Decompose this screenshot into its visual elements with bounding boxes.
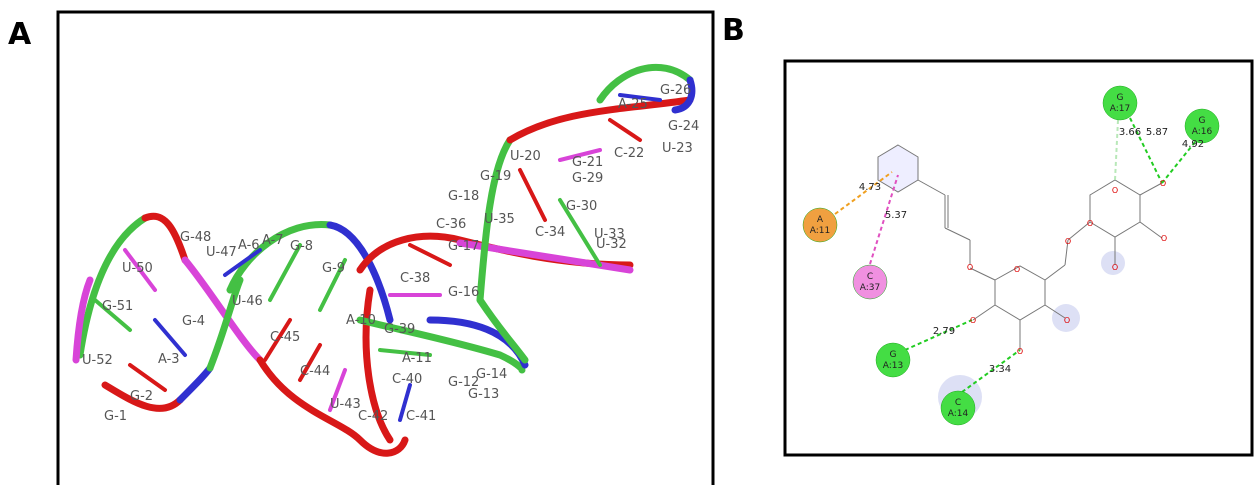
residue-label: G-51 xyxy=(102,299,133,314)
residue-id: A:13 xyxy=(883,361,903,371)
distance-label: 5.37 xyxy=(885,210,907,221)
residue-node xyxy=(853,265,887,299)
residue-label: C-41 xyxy=(406,409,436,424)
residue-label: U-47 xyxy=(206,245,237,260)
residue-label: G-16 xyxy=(448,285,479,300)
oxygen-label: O xyxy=(1161,234,1167,243)
figure: A xyxy=(0,0,1256,485)
residue-label: U-52 xyxy=(82,353,113,368)
residue-label: G-4 xyxy=(182,314,205,329)
residue-label: A-25 xyxy=(618,97,648,112)
residue-name: G xyxy=(1117,93,1124,103)
residue-label: G-9 xyxy=(322,261,345,276)
residue-name: G xyxy=(1199,116,1206,126)
residue-label: G-8 xyxy=(290,239,313,254)
residue-node xyxy=(1103,86,1137,120)
oxygen-label: O xyxy=(1064,316,1070,325)
panel-b-frame xyxy=(785,61,1252,455)
residue-label: C-44 xyxy=(300,364,330,379)
residue-node xyxy=(803,208,837,242)
residue-id: A:11 xyxy=(810,226,830,236)
residue-label: U-46 xyxy=(232,294,263,309)
residue-node xyxy=(1185,109,1219,143)
distance-label: 5.87 xyxy=(1146,127,1168,138)
residue-label: U-43 xyxy=(330,397,361,412)
residue-label: A-3 xyxy=(158,352,180,367)
residue-label: U-50 xyxy=(122,261,153,276)
residue-label: G-17 xyxy=(448,239,479,254)
residue-label: G-1 xyxy=(104,409,127,424)
residue-label: G-21 xyxy=(572,155,603,170)
residue-label: G-48 xyxy=(180,230,211,245)
oxygen-label: O xyxy=(1014,265,1020,274)
residue-label: C-42 xyxy=(358,409,388,424)
residue-label: G-24 xyxy=(668,119,699,134)
residue-label: G-2 xyxy=(130,389,153,404)
oxygen-label: O xyxy=(1017,347,1023,356)
residue-label: G-30 xyxy=(566,199,597,214)
residue-label: A-10 xyxy=(346,313,376,328)
panel-label: B xyxy=(722,13,745,48)
residue-label: G-39 xyxy=(384,322,415,337)
residue-label: G-29 xyxy=(572,171,603,186)
residue-id: A:14 xyxy=(948,409,969,419)
residue-name: A xyxy=(817,215,824,225)
residue-label: A-7 xyxy=(262,233,284,248)
residue-name: G xyxy=(890,350,897,360)
residue-node xyxy=(876,343,910,377)
residue-label: U-35 xyxy=(484,212,515,227)
residue-label: G-19 xyxy=(480,169,511,184)
residue-name: C xyxy=(955,398,961,408)
distance-label: 4.92 xyxy=(1182,139,1204,150)
residue-label: C-38 xyxy=(400,271,430,286)
residue-id: A:17 xyxy=(1110,104,1130,114)
residue-id: A:16 xyxy=(1192,127,1213,137)
residue-label: G-18 xyxy=(448,189,479,204)
residue-label: U-23 xyxy=(662,141,693,156)
panel-label: A xyxy=(8,17,32,52)
distance-label: 3.34 xyxy=(989,364,1011,375)
oxygen-label: O xyxy=(1087,219,1093,228)
residue-label: C-22 xyxy=(614,146,644,161)
oxygen-label: O xyxy=(970,316,976,325)
distance-label: 4.73 xyxy=(859,182,881,193)
distance-label: 3.66 xyxy=(1119,127,1141,138)
oxygen-label: O xyxy=(1112,263,1118,272)
residue-label: C-34 xyxy=(535,225,565,240)
residue-label: U-20 xyxy=(510,149,541,164)
oxygen-label: O xyxy=(1065,237,1071,246)
residue-label: C-45 xyxy=(270,330,300,345)
residue-label: C-36 xyxy=(436,217,466,232)
residue-id: A:37 xyxy=(860,283,880,293)
residue-label: G-26 xyxy=(660,83,691,98)
oxygen-label: O xyxy=(1112,186,1118,195)
oxygen-label: O xyxy=(1160,179,1166,188)
residue-label: G-14 xyxy=(476,367,507,382)
residue-label: U-32 xyxy=(596,237,627,252)
residue-name: C xyxy=(867,272,873,282)
distance-label: 2.79 xyxy=(933,326,955,337)
residue-label: A-6 xyxy=(238,238,260,253)
residue-label: A-11 xyxy=(402,351,432,366)
residue-node xyxy=(941,391,975,425)
residue-label: G-13 xyxy=(468,387,499,402)
residue-label: C-40 xyxy=(392,372,422,387)
oxygen-label: O xyxy=(967,263,973,272)
